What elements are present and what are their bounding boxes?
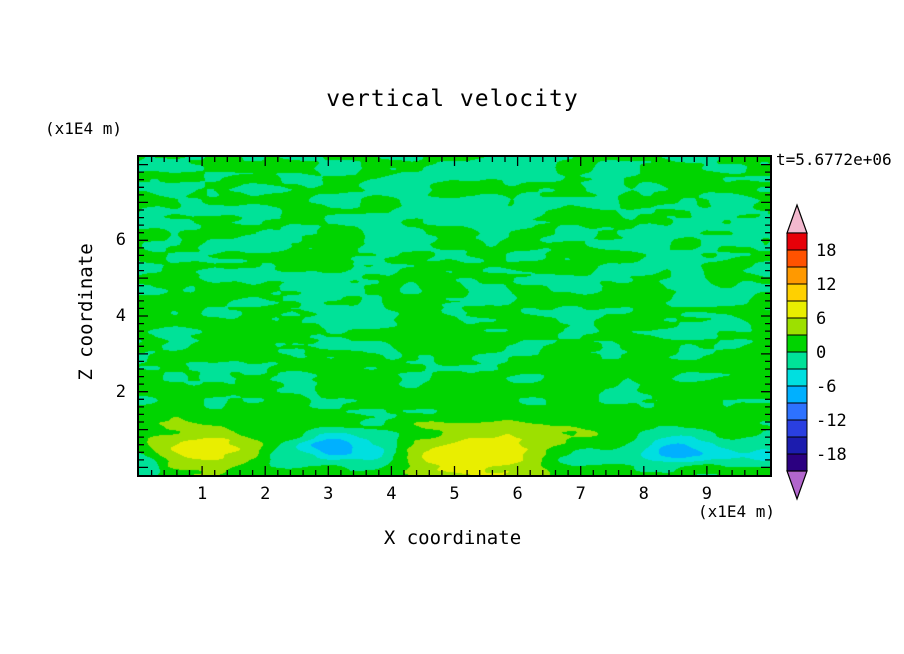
colorbar-arrow-up	[786, 203, 808, 234]
colorbar-label: 6	[816, 309, 826, 329]
colorbar-segment	[786, 368, 808, 387]
x-axis-unit: (x1E4 m)	[697, 502, 775, 521]
timestamp: t=5.6772e+06	[776, 150, 892, 169]
colorbar-segment	[786, 436, 808, 455]
colorbar-segment	[786, 453, 808, 472]
colorbar-segment	[786, 402, 808, 421]
x-tick-label: 7	[575, 484, 586, 504]
plot-area	[137, 155, 772, 477]
colorbar-segment	[786, 249, 808, 268]
z-axis-unit: (x1E4 m)	[45, 119, 123, 138]
colorbar-label: -6	[816, 377, 836, 397]
colorbar-segment	[786, 385, 808, 404]
colorbar-segment	[786, 232, 808, 251]
colorbar-segment	[786, 334, 808, 353]
colorbar-segment	[786, 266, 808, 285]
colorbar: 18 12 6 0 -6 -12 -18	[785, 203, 860, 503]
x-tick-label: 8	[638, 484, 649, 504]
x-tick-label: 6	[512, 484, 523, 504]
colorbar-label: 0	[816, 343, 826, 363]
colorbar-segment	[786, 351, 808, 370]
x-tick-label: 5	[449, 484, 460, 504]
z-tick-label: 6	[115, 230, 126, 251]
z-tick-label: 2	[115, 381, 126, 402]
x-tick-label: 4	[386, 484, 397, 504]
colorbar-arrow-down	[786, 470, 808, 501]
x-tick-label: 2	[260, 484, 271, 504]
colorbar-label: 12	[816, 275, 836, 295]
colorbar-label: -12	[816, 411, 847, 431]
contour-field-canvas	[139, 157, 770, 475]
colorbar-segment	[786, 317, 808, 336]
x-axis-label: X coordinate	[383, 527, 522, 549]
x-tick-label: 1	[196, 484, 208, 504]
colorbar-label: -18	[816, 445, 847, 465]
plot-title: vertical velocity	[326, 86, 579, 112]
x-tick-label: 3	[323, 484, 334, 504]
colorbar-segment	[786, 300, 808, 319]
colorbar-label: 18	[816, 241, 836, 261]
x-tick-label: 9	[701, 484, 713, 504]
colorbar-segment	[786, 419, 808, 438]
z-axis-label: Z coordinate	[75, 243, 97, 381]
colorbar-segment	[786, 283, 808, 302]
z-tick-label: 4	[115, 306, 126, 326]
